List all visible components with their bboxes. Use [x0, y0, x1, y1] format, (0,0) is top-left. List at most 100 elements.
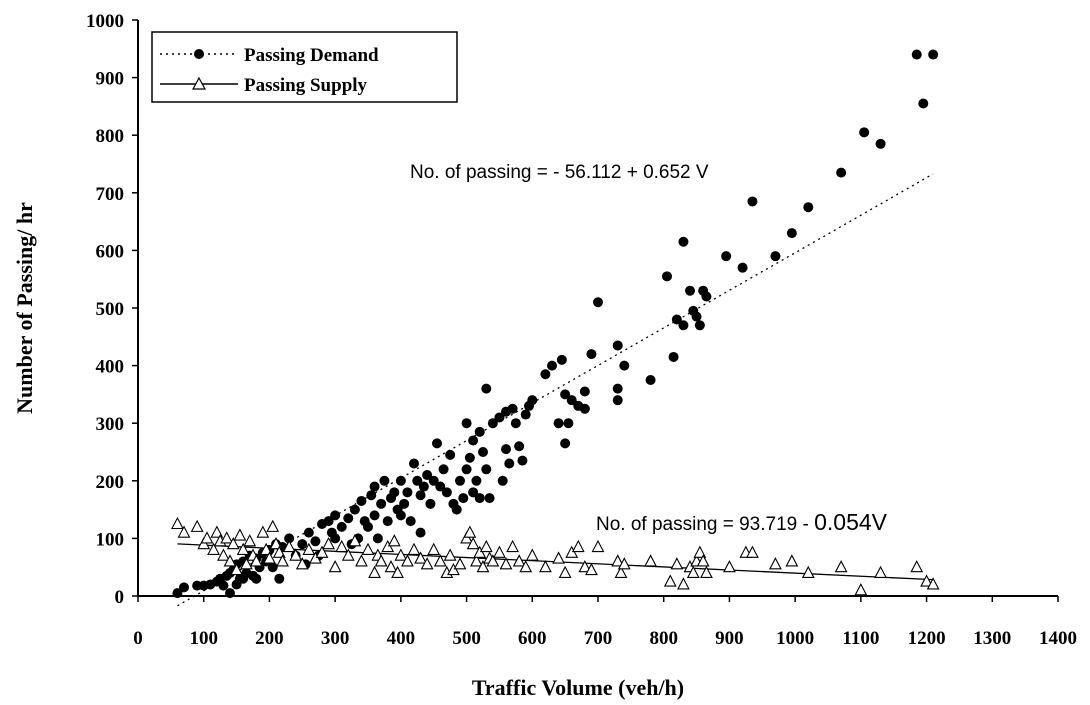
- supply-point: [920, 574, 933, 587]
- supply-point: [493, 545, 506, 558]
- demand-point: [560, 438, 571, 449]
- supply-point: [200, 531, 214, 544]
- demand-point: [527, 395, 538, 406]
- supply-point: [874, 565, 887, 579]
- x-tick-label: 1400: [1039, 628, 1077, 649]
- demand-equation-label: No. of passing = - 56.112 + 0.652 V: [410, 162, 709, 183]
- supply-point: [226, 536, 240, 550]
- supply-point: [355, 554, 368, 567]
- supply-point: [177, 525, 191, 538]
- supply-point: [677, 577, 690, 590]
- demand-point: [645, 375, 656, 385]
- x-tick-label: 500: [452, 628, 481, 649]
- supply-point: [387, 534, 401, 547]
- supply-point: [463, 525, 477, 538]
- demand-point: [310, 536, 321, 547]
- x-axis-title: Traffic Volume (veh/h): [472, 675, 684, 700]
- demand-point: [737, 262, 748, 273]
- demand-point: [668, 351, 679, 362]
- supply-point: [723, 560, 736, 573]
- y-tick-label: 900: [96, 69, 125, 90]
- y-tick-label: 700: [96, 184, 125, 205]
- demand-point: [612, 383, 623, 394]
- demand-point: [438, 464, 449, 475]
- supply-point: [663, 574, 677, 587]
- demand-point: [422, 470, 433, 481]
- demand-point: [343, 513, 354, 524]
- demand-point: [330, 510, 341, 521]
- supply-point: [693, 545, 707, 558]
- supply-point: [519, 560, 533, 573]
- demand-point: [701, 291, 712, 302]
- demand-point: [540, 369, 551, 380]
- supply-point: [335, 539, 349, 553]
- demand-point: [507, 403, 518, 414]
- legend-box: [151, 31, 458, 103]
- demand-point: [369, 510, 380, 521]
- supply-equation-slope: 0.054V: [814, 509, 888, 535]
- x-tick-label: 100: [189, 628, 218, 649]
- supply-point: [223, 554, 237, 567]
- supply-point: [854, 583, 868, 596]
- demand-point: [441, 487, 452, 498]
- demand-point: [474, 426, 485, 437]
- demand-point: [678, 236, 689, 247]
- demand-point: [284, 533, 295, 544]
- demand-point: [376, 498, 387, 509]
- demand-point: [484, 493, 495, 504]
- supply-point: [746, 545, 759, 558]
- supply-point: [585, 562, 598, 576]
- demand-point: [369, 481, 380, 492]
- supply-point: [696, 554, 710, 567]
- demand-point: [435, 481, 446, 492]
- supply-point: [263, 551, 276, 564]
- demand-point: [349, 504, 360, 515]
- supply-point: [801, 565, 815, 579]
- equation-annotations: No. of passing = - 56.112 + 0.652 V No. …: [410, 162, 888, 535]
- demand-point: [425, 498, 436, 509]
- supply-point: [302, 542, 316, 555]
- demand-point: [504, 458, 515, 469]
- supply-point: [611, 554, 625, 567]
- demand-point: [563, 418, 574, 429]
- legend-demand-marker: [194, 49, 204, 59]
- demand-point: [747, 196, 758, 207]
- demand-point: [415, 490, 426, 501]
- demand-point: [445, 449, 456, 460]
- y-tick-label: 1000: [86, 11, 124, 32]
- y-tick-label: 200: [96, 472, 125, 493]
- supply-point: [289, 548, 303, 561]
- demand-point: [415, 527, 426, 538]
- x-tick-label: 800: [649, 628, 678, 649]
- demand-point: [382, 516, 393, 527]
- demand-point: [468, 435, 479, 446]
- demand-point: [566, 395, 577, 406]
- demand-point: [497, 475, 508, 486]
- supply-point: [322, 536, 335, 550]
- demand-point: [721, 251, 732, 262]
- supply-point: [171, 516, 184, 530]
- supply-point: [249, 554, 263, 567]
- demand-point: [556, 354, 567, 365]
- supply-point: [539, 560, 552, 573]
- y-tick-label: 600: [96, 241, 125, 262]
- supply-point: [407, 542, 421, 555]
- demand-point: [586, 349, 597, 360]
- supply-point: [591, 539, 605, 553]
- demand-point: [918, 98, 929, 109]
- legend-supply-label: Passing Supply: [244, 75, 368, 96]
- supply-point: [785, 554, 799, 567]
- demand-point: [560, 389, 571, 400]
- demand-point: [330, 533, 341, 544]
- demand-point: [251, 573, 262, 584]
- supply-point: [512, 554, 526, 567]
- demand-point: [517, 455, 528, 466]
- supply-point: [571, 539, 585, 553]
- demand-point: [267, 562, 278, 573]
- supply-point: [272, 545, 286, 558]
- supply-point: [259, 542, 273, 555]
- supply-point: [190, 519, 204, 532]
- supply-point: [525, 548, 539, 561]
- demand-point: [685, 285, 695, 296]
- supply-point: [470, 554, 483, 567]
